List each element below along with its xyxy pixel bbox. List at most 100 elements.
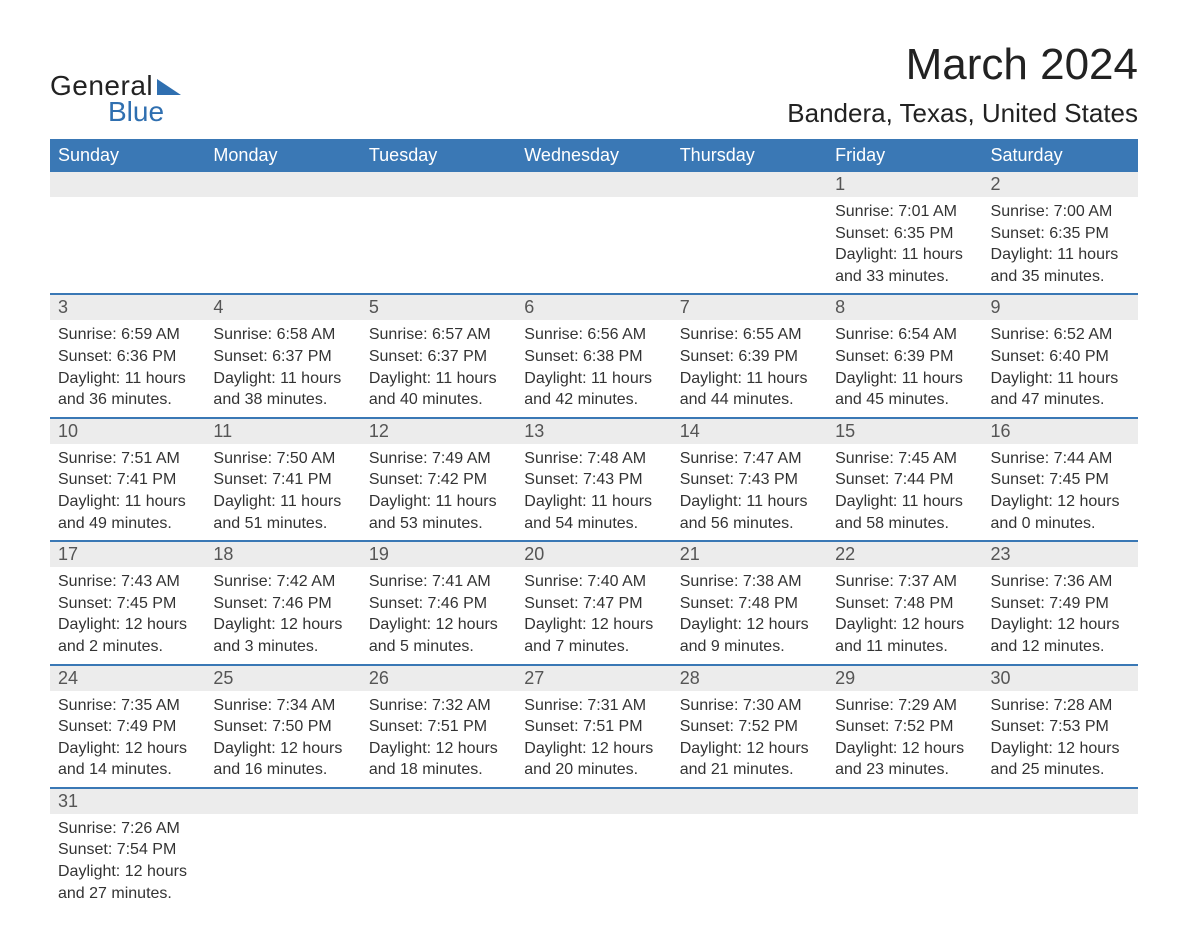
day-details-cell xyxy=(205,814,360,910)
daylight-line2: and 0 minutes. xyxy=(991,513,1130,535)
day-number-cell: 21 xyxy=(672,541,827,567)
day-number-cell: 5 xyxy=(361,294,516,320)
sunrise-line: Sunrise: 6:52 AM xyxy=(991,324,1130,346)
day-number-cell: 16 xyxy=(983,418,1138,444)
day-number-cell: 17 xyxy=(50,541,205,567)
sunset-line: Sunset: 7:43 PM xyxy=(680,469,819,491)
sunset-line: Sunset: 6:35 PM xyxy=(835,223,974,245)
day-number-cell: 15 xyxy=(827,418,982,444)
daylight-line: Daylight: 12 hours xyxy=(58,861,197,883)
day-details-cell: Sunrise: 7:29 AMSunset: 7:52 PMDaylight:… xyxy=(827,691,982,788)
sunrise-line: Sunrise: 7:00 AM xyxy=(991,201,1130,223)
daylight-line2: and 35 minutes. xyxy=(991,266,1130,288)
sunset-line: Sunset: 6:35 PM xyxy=(991,223,1130,245)
daylight-line: Daylight: 11 hours xyxy=(991,244,1130,266)
daylight-line2: and 7 minutes. xyxy=(524,636,663,658)
sunrise-line: Sunrise: 7:50 AM xyxy=(213,448,352,470)
sunset-line: Sunset: 7:54 PM xyxy=(58,839,197,861)
sunset-line: Sunset: 7:45 PM xyxy=(991,469,1130,491)
day-details-cell: Sunrise: 7:48 AMSunset: 7:43 PMDaylight:… xyxy=(516,444,671,541)
daylight-line: Daylight: 11 hours xyxy=(58,368,197,390)
daylight-line: Daylight: 12 hours xyxy=(369,614,508,636)
day-details-cell: Sunrise: 7:32 AMSunset: 7:51 PMDaylight:… xyxy=(361,691,516,788)
day-details-cell: Sunrise: 7:30 AMSunset: 7:52 PMDaylight:… xyxy=(672,691,827,788)
day-details-cell: Sunrise: 7:31 AMSunset: 7:51 PMDaylight:… xyxy=(516,691,671,788)
day-number-cell: 2 xyxy=(983,172,1138,197)
daylight-line: Daylight: 12 hours xyxy=(524,614,663,636)
day-details-cell: Sunrise: 7:41 AMSunset: 7:46 PMDaylight:… xyxy=(361,567,516,664)
sunrise-line: Sunrise: 7:36 AM xyxy=(991,571,1130,593)
logo-word-2: Blue xyxy=(108,96,164,128)
daylight-line2: and 51 minutes. xyxy=(213,513,352,535)
day-details-cell: Sunrise: 7:38 AMSunset: 7:48 PMDaylight:… xyxy=(672,567,827,664)
daylight-line: Daylight: 11 hours xyxy=(680,368,819,390)
daylight-line: Daylight: 11 hours xyxy=(835,244,974,266)
daylight-line2: and 56 minutes. xyxy=(680,513,819,535)
sunset-line: Sunset: 7:53 PM xyxy=(991,716,1130,738)
daylight-line: Daylight: 11 hours xyxy=(213,368,352,390)
week-daynum-row: 3456789 xyxy=(50,294,1138,320)
sunset-line: Sunset: 6:36 PM xyxy=(58,346,197,368)
day-number-cell: 8 xyxy=(827,294,982,320)
sunset-line: Sunset: 7:42 PM xyxy=(369,469,508,491)
daylight-line2: and 49 minutes. xyxy=(58,513,197,535)
day-number-cell: 6 xyxy=(516,294,671,320)
day-details-cell xyxy=(361,814,516,910)
day-number-cell: 29 xyxy=(827,665,982,691)
daylight-line2: and 16 minutes. xyxy=(213,759,352,781)
sunrise-line: Sunrise: 7:51 AM xyxy=(58,448,197,470)
weekday-header: Saturday xyxy=(983,139,1138,172)
sunrise-line: Sunrise: 7:30 AM xyxy=(680,695,819,717)
daylight-line: Daylight: 12 hours xyxy=(213,738,352,760)
sunrise-line: Sunrise: 7:45 AM xyxy=(835,448,974,470)
sunset-line: Sunset: 6:37 PM xyxy=(369,346,508,368)
sunrise-line: Sunrise: 6:58 AM xyxy=(213,324,352,346)
daylight-line: Daylight: 12 hours xyxy=(835,614,974,636)
day-details-cell xyxy=(983,814,1138,910)
weekday-header: Monday xyxy=(205,139,360,172)
daylight-line2: and 5 minutes. xyxy=(369,636,508,658)
day-number-cell: 11 xyxy=(205,418,360,444)
day-details-cell: Sunrise: 7:40 AMSunset: 7:47 PMDaylight:… xyxy=(516,567,671,664)
daylight-line2: and 36 minutes. xyxy=(58,389,197,411)
day-number-cell: 19 xyxy=(361,541,516,567)
day-details-cell: Sunrise: 7:00 AMSunset: 6:35 PMDaylight:… xyxy=(983,197,1138,294)
daylight-line: Daylight: 12 hours xyxy=(213,614,352,636)
title-block: March 2024 Bandera, Texas, United States xyxy=(787,40,1138,129)
sunrise-line: Sunrise: 7:42 AM xyxy=(213,571,352,593)
weekday-header-row: Sunday Monday Tuesday Wednesday Thursday… xyxy=(50,139,1138,172)
day-details-cell xyxy=(361,197,516,294)
week-daynum-row: 10111213141516 xyxy=(50,418,1138,444)
sunset-line: Sunset: 6:38 PM xyxy=(524,346,663,368)
daylight-line2: and 3 minutes. xyxy=(213,636,352,658)
daylight-line2: and 33 minutes. xyxy=(835,266,974,288)
day-number-cell: 28 xyxy=(672,665,827,691)
week-daynum-row: 12 xyxy=(50,172,1138,197)
sunrise-line: Sunrise: 7:43 AM xyxy=(58,571,197,593)
daylight-line2: and 44 minutes. xyxy=(680,389,819,411)
daylight-line: Daylight: 12 hours xyxy=(58,738,197,760)
day-details-cell xyxy=(205,197,360,294)
day-number-cell: 3 xyxy=(50,294,205,320)
sunrise-line: Sunrise: 7:32 AM xyxy=(369,695,508,717)
day-number-cell: 30 xyxy=(983,665,1138,691)
day-number-cell xyxy=(827,788,982,814)
day-number-cell xyxy=(50,172,205,197)
sunrise-line: Sunrise: 6:54 AM xyxy=(835,324,974,346)
day-details-cell: Sunrise: 7:35 AMSunset: 7:49 PMDaylight:… xyxy=(50,691,205,788)
sunrise-line: Sunrise: 6:56 AM xyxy=(524,324,663,346)
daylight-line: Daylight: 11 hours xyxy=(835,491,974,513)
sunrise-line: Sunrise: 7:31 AM xyxy=(524,695,663,717)
sunset-line: Sunset: 7:41 PM xyxy=(213,469,352,491)
day-number-cell xyxy=(516,788,671,814)
daylight-line: Daylight: 11 hours xyxy=(524,491,663,513)
sunrise-line: Sunrise: 7:26 AM xyxy=(58,818,197,840)
weekday-header: Sunday xyxy=(50,139,205,172)
sunset-line: Sunset: 6:40 PM xyxy=(991,346,1130,368)
day-details-cell xyxy=(672,197,827,294)
day-number-cell xyxy=(361,172,516,197)
page-header: General Blue March 2024 Bandera, Texas, … xyxy=(50,40,1138,129)
day-details-cell: Sunrise: 7:47 AMSunset: 7:43 PMDaylight:… xyxy=(672,444,827,541)
daylight-line2: and 25 minutes. xyxy=(991,759,1130,781)
daylight-line: Daylight: 11 hours xyxy=(991,368,1130,390)
